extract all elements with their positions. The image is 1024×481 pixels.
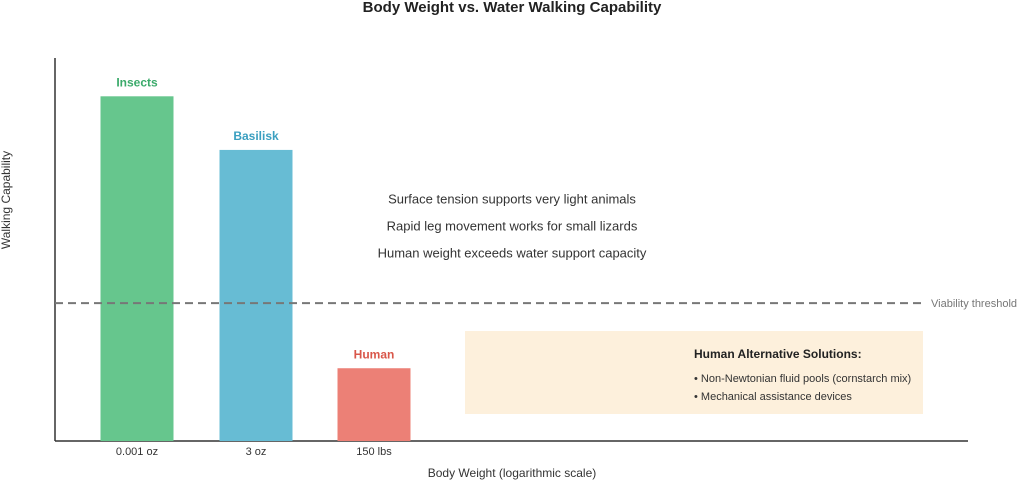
bar (219, 149, 293, 442)
info-box (465, 331, 923, 414)
y-axis-label: Walking Capability (0, 151, 13, 249)
info-box-title: Human Alternative Solutions: (694, 347, 862, 361)
threshold-label: Viability threshold (931, 298, 1017, 310)
bar (337, 368, 411, 441)
x-tick-label: 0.001 oz (116, 446, 158, 458)
x-tick-label: 3 oz (246, 446, 267, 458)
x-tick-label: 150 lbs (356, 446, 392, 458)
info-box-item: • Mechanical assistance devices (694, 391, 852, 403)
annotation: Human weight exceeds water support capac… (378, 245, 647, 260)
info-box-item: • Non-Newtonian fluid pools (cornstarch … (694, 373, 911, 385)
chart-title: Body Weight vs. Water Walking Capability (363, 0, 662, 16)
annotation: Rapid leg movement works for small lizar… (387, 218, 638, 233)
annotation: Surface tension supports very light anim… (388, 191, 636, 206)
bar-label: Insects (116, 75, 158, 89)
x-axis-label: Body Weight (logarithmic scale) (428, 466, 597, 480)
bar-label: Basilisk (233, 129, 279, 143)
bar-label: Human (354, 347, 395, 361)
bar (100, 96, 174, 442)
